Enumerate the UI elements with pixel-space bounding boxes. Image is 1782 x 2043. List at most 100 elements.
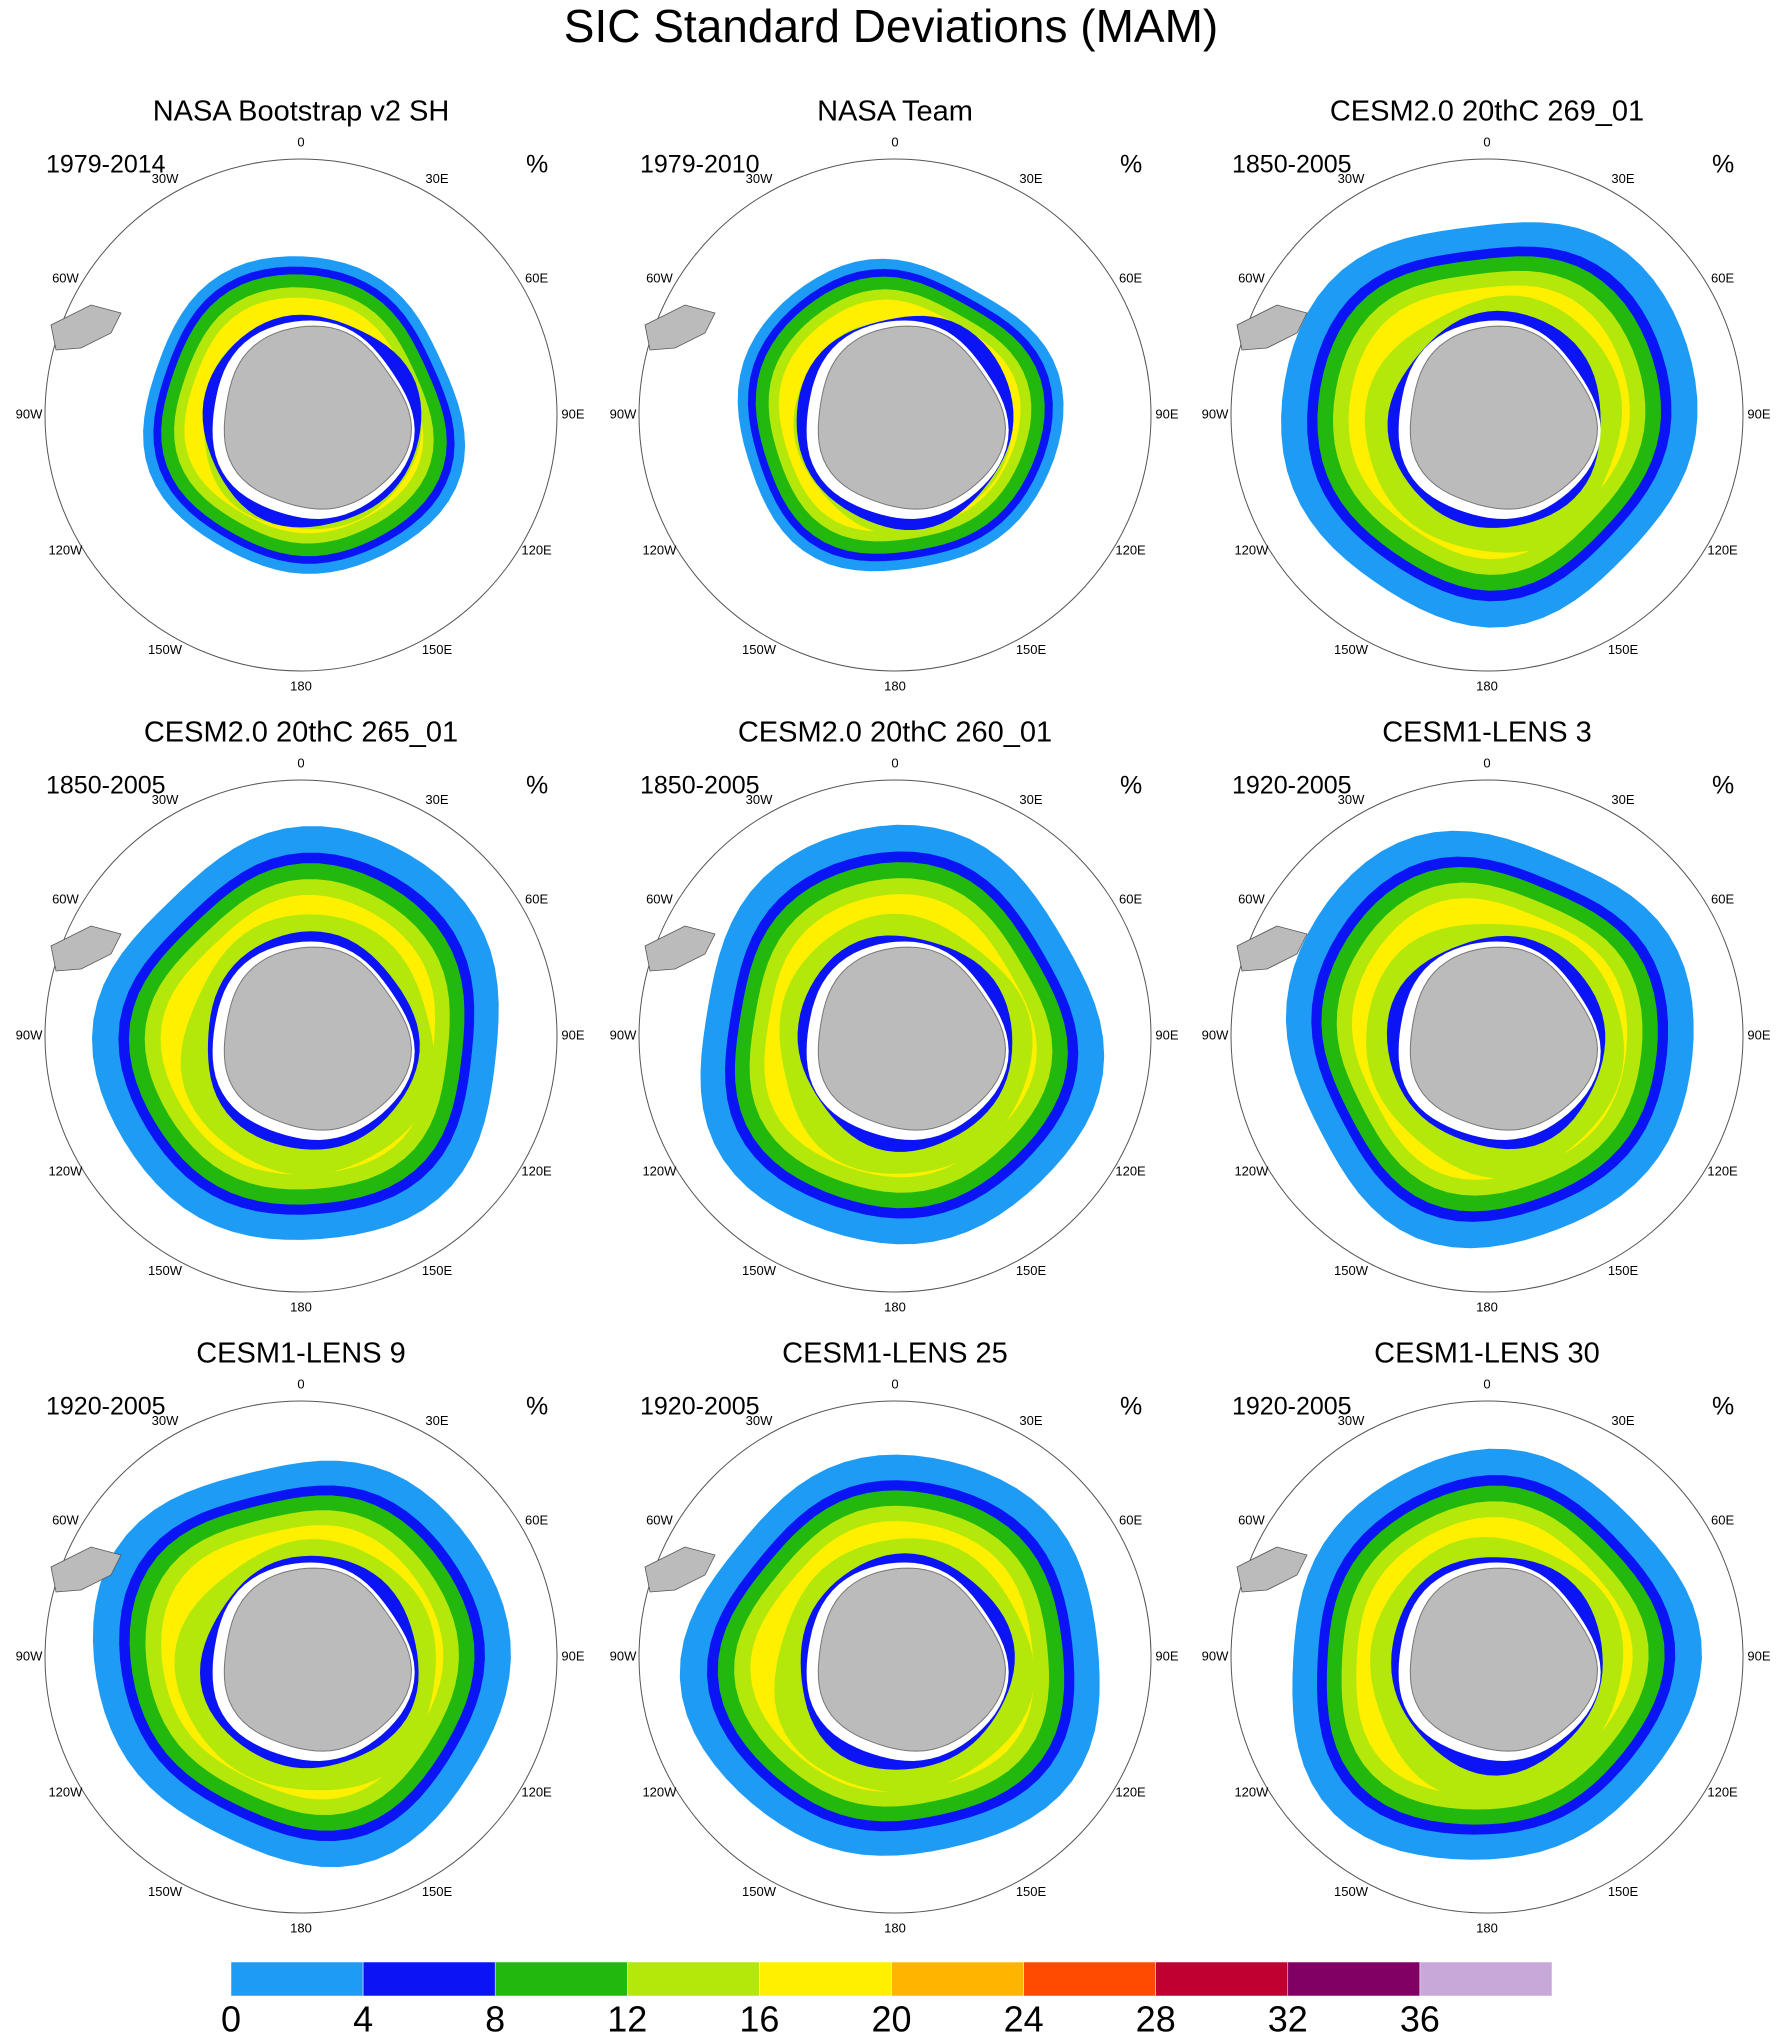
longitude-label: 90W bbox=[16, 1648, 43, 1663]
colorbar-box bbox=[759, 1961, 892, 1997]
longitude-label: 0 bbox=[1483, 134, 1490, 149]
longitude-label: 180 bbox=[290, 1299, 312, 1314]
longitude-label: 30E bbox=[425, 171, 448, 186]
longitude-label: 30E bbox=[1611, 171, 1634, 186]
longitude-label: 150W bbox=[148, 642, 183, 657]
longitude-label: 0 bbox=[891, 134, 898, 149]
longitude-label: 150E bbox=[422, 1263, 453, 1278]
panel-unit: % bbox=[1712, 772, 1734, 800]
longitude-label: 150W bbox=[742, 1263, 777, 1278]
longitude-label: 60W bbox=[52, 270, 79, 285]
colorbar-box bbox=[1287, 1961, 1421, 1997]
longitude-label: 0 bbox=[1483, 755, 1490, 770]
longitude-label: 0 bbox=[891, 1376, 898, 1391]
longitude-label: 60W bbox=[646, 270, 673, 285]
longitude-label: 150W bbox=[1334, 1263, 1369, 1278]
longitude-label: 30W bbox=[152, 1413, 179, 1428]
longitude-label: 180 bbox=[1476, 1920, 1498, 1935]
longitude-label: 120W bbox=[642, 1784, 677, 1799]
longitude-label: 60E bbox=[525, 1512, 548, 1527]
south-america bbox=[644, 304, 716, 351]
longitude-label: 150E bbox=[1016, 642, 1047, 657]
colorbar-label: 16 bbox=[739, 1999, 779, 2040]
panel-title: NASA Bootstrap v2 SH bbox=[153, 96, 450, 128]
longitude-label: 120E bbox=[1115, 1784, 1146, 1799]
colorbar-box bbox=[1023, 1961, 1156, 1997]
longitude-label: 60E bbox=[525, 891, 548, 906]
colorbar-box bbox=[494, 1961, 628, 1997]
map-panel: CESM2.0 20thC 269_01 1850-2005 % 0 30E 60E 90E… bbox=[1202, 96, 1771, 694]
longitude-label: 90E bbox=[1155, 1648, 1178, 1663]
longitude-label: 30E bbox=[1019, 171, 1042, 186]
antarctica bbox=[223, 1567, 413, 1752]
longitude-label: 90E bbox=[1747, 1648, 1770, 1663]
longitude-label: 150E bbox=[1016, 1263, 1047, 1278]
longitude-label: 180 bbox=[1476, 1299, 1498, 1314]
map-panel: CESM1-LENS 9 1920-2005 % 0 30E 60E 90E 120E 150E… bbox=[16, 1338, 585, 1936]
longitude-label: 30E bbox=[1019, 792, 1042, 807]
longitude-label: 0 bbox=[891, 755, 898, 770]
longitude-label: 60E bbox=[1711, 270, 1734, 285]
longitude-label: 90E bbox=[1155, 406, 1178, 421]
antarctica bbox=[223, 946, 413, 1131]
panel-title: CESM1-LENS 25 bbox=[782, 1338, 1008, 1370]
longitude-label: 150W bbox=[1334, 1884, 1369, 1899]
longitude-label: 90E bbox=[561, 406, 584, 421]
longitude-label: 120W bbox=[48, 542, 83, 557]
panel-period: 1979-2014 bbox=[46, 151, 166, 179]
longitude-label: 90W bbox=[1202, 1648, 1229, 1663]
longitude-label: 120W bbox=[1234, 542, 1269, 557]
longitude-label: 150E bbox=[1608, 642, 1639, 657]
longitude-label: 30W bbox=[746, 171, 773, 186]
colorbar-box bbox=[362, 1961, 496, 1997]
longitude-label: 90W bbox=[1202, 1027, 1229, 1042]
longitude-label: 120W bbox=[48, 1163, 83, 1178]
longitude-label: 90E bbox=[1747, 406, 1770, 421]
longitude-label: 180 bbox=[884, 1920, 906, 1935]
antarctica bbox=[1409, 946, 1599, 1131]
longitude-label: 90W bbox=[610, 1027, 637, 1042]
longitude-label: 60E bbox=[1711, 1512, 1734, 1527]
longitude-label: 120E bbox=[1115, 542, 1146, 557]
antarctica bbox=[223, 325, 413, 510]
longitude-label: 180 bbox=[884, 678, 906, 693]
map-panel: CESM1-LENS 25 1920-2005 % 0 30E 60E 90E 120E 150… bbox=[610, 1338, 1179, 1936]
south-america bbox=[50, 925, 122, 972]
figure-title: SIC Standard Deviations (MAM) bbox=[564, 0, 1218, 52]
longitude-label: 150W bbox=[148, 1263, 183, 1278]
longitude-label: 30W bbox=[1338, 171, 1365, 186]
longitude-label: 120W bbox=[642, 542, 677, 557]
panel-title: NASA Team bbox=[817, 96, 973, 128]
panel-title: CESM1-LENS 3 bbox=[1382, 717, 1592, 749]
longitude-label: 120E bbox=[1707, 542, 1738, 557]
panel-unit: % bbox=[1120, 1393, 1142, 1421]
longitude-label: 120E bbox=[521, 1784, 552, 1799]
colorbar-box bbox=[230, 1961, 364, 1997]
longitude-label: 120W bbox=[1234, 1163, 1269, 1178]
panel-period: 1920-2005 bbox=[1232, 1393, 1352, 1421]
longitude-label: 30E bbox=[1019, 1413, 1042, 1428]
map-panel: CESM1-LENS 3 1920-2005 % 0 30E 60E 90E 120E 150E… bbox=[1202, 717, 1771, 1315]
longitude-label: 90W bbox=[610, 1648, 637, 1663]
longitude-label: 30W bbox=[152, 792, 179, 807]
longitude-label: 90W bbox=[16, 406, 43, 421]
longitude-label: 90E bbox=[1155, 1027, 1178, 1042]
panel-title: CESM2.0 20thC 269_01 bbox=[1330, 96, 1644, 128]
colorbar-label: 4 bbox=[353, 1999, 373, 2040]
panel-period: 1920-2005 bbox=[46, 1393, 166, 1421]
panel-unit: % bbox=[1712, 1393, 1734, 1421]
longitude-label: 180 bbox=[884, 1299, 906, 1314]
longitude-label: 120E bbox=[521, 1163, 552, 1178]
longitude-label: 120W bbox=[48, 1784, 83, 1799]
longitude-label: 60W bbox=[1238, 891, 1265, 906]
longitude-label: 0 bbox=[297, 755, 304, 770]
longitude-label: 30E bbox=[1611, 792, 1634, 807]
colorbar-box bbox=[1155, 1961, 1289, 1997]
longitude-label: 90E bbox=[561, 1027, 584, 1042]
panel-period: 1920-2005 bbox=[1232, 772, 1352, 800]
longitude-label: 90W bbox=[610, 406, 637, 421]
colorbar-label: 8 bbox=[485, 1999, 505, 2040]
longitude-label: 60W bbox=[52, 891, 79, 906]
antarctica bbox=[1409, 325, 1599, 510]
